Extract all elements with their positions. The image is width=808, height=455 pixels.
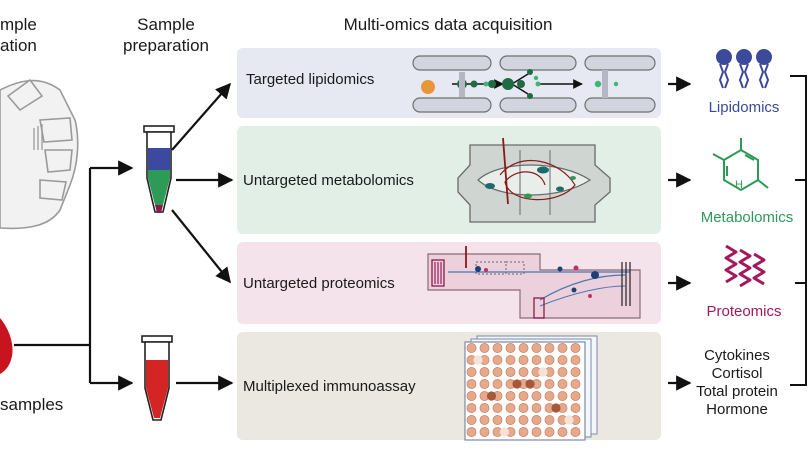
header-sample-line1: mple <box>0 15 37 34</box>
header-prep-line2: preparation <box>123 36 209 55</box>
box-to-output-arrows <box>668 76 692 391</box>
row-label-proteomics: Untargeted proteomics <box>243 275 395 292</box>
orbitrap-illustration <box>457 137 611 223</box>
triple-quad-illustration <box>412 55 656 113</box>
hand-swab-illustration <box>0 78 79 230</box>
row-label-lipidomics: Targeted lipidomics <box>246 71 374 88</box>
output-item-cytokines: Cytokines <box>704 347 770 364</box>
output-metabolomics: Metabolomics <box>701 209 794 226</box>
peptide-chains-icon <box>724 244 766 288</box>
output-item-total-protein: Total protein <box>696 383 778 400</box>
metabolite-ring-atom: H <box>735 179 743 191</box>
well-plate-illustration <box>464 335 598 441</box>
tube-blood <box>141 335 173 421</box>
row-label-metabolomics: Untargeted metabolomics <box>243 172 414 189</box>
output-item-cortisol: Cortisol <box>712 365 763 382</box>
tube-multi-fraction <box>143 125 175 213</box>
header-acquisition: Multi-omics data acquisition <box>344 15 553 34</box>
header-prep-line1: Sample <box>137 15 195 34</box>
left-connectors <box>14 160 134 391</box>
timstof-illustration <box>427 246 641 319</box>
tube-to-box-arrows <box>171 82 234 391</box>
output-lipidomics: Lipidomics <box>709 99 780 116</box>
samples-label: samples <box>0 395 63 414</box>
output-item-hormone: Hormone <box>706 401 768 418</box>
right-bracket <box>790 75 807 386</box>
lipid-molecules-icon <box>716 49 772 89</box>
blood-drop-icon <box>0 318 13 374</box>
header-sample-line2: ation <box>0 36 37 55</box>
row-label-immunoassay: Multiplexed immunoassay <box>243 378 416 395</box>
output-proteomics: Proteomics <box>706 303 781 320</box>
metabolite-ring-icon <box>712 138 769 192</box>
swab-lines-icon <box>33 124 43 150</box>
